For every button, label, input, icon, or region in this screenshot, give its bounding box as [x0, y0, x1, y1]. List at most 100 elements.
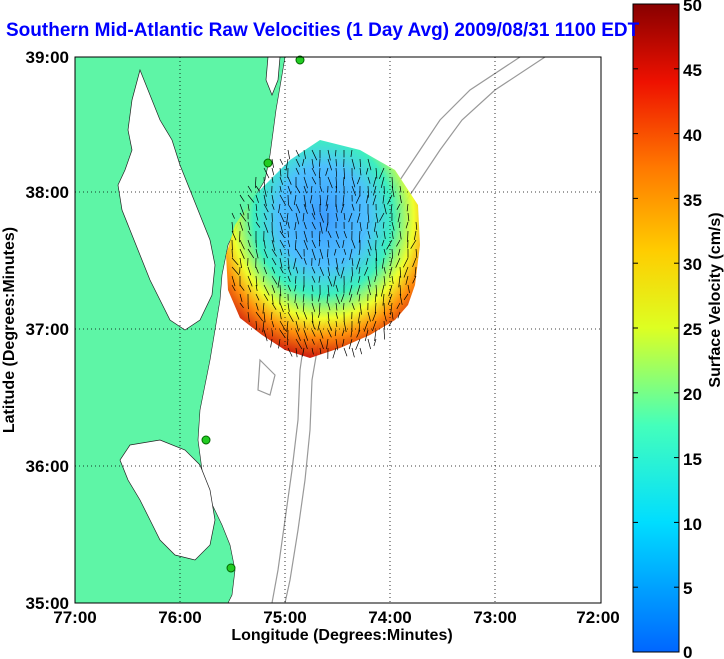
velocity-arrow — [375, 230, 378, 238]
velocity-arrow — [412, 275, 417, 284]
velocity-arrow — [335, 176, 338, 189]
velocity-arrow — [295, 149, 300, 157]
velocity-arrow — [349, 293, 353, 303]
velocity-arrow — [318, 230, 321, 242]
velocity-arrow — [231, 266, 240, 276]
velocity-arrow — [279, 194, 286, 206]
velocity-arrow — [303, 320, 306, 329]
velocity-arrow — [262, 275, 265, 283]
velocity-arrow — [318, 167, 321, 178]
velocity-arrow — [335, 185, 338, 193]
velocity-arrow — [303, 239, 309, 250]
velocity-arrow — [405, 275, 409, 285]
velocity-arrow — [367, 284, 371, 296]
velocity-arrow — [374, 329, 377, 342]
velocity-arrow — [278, 338, 281, 349]
radar-site-marker — [263, 158, 273, 168]
velocity-arrow — [254, 176, 257, 189]
velocity-arrow — [239, 194, 245, 202]
velocity-arrow — [231, 221, 234, 233]
velocity-arrow — [311, 167, 317, 176]
velocity-arrow — [356, 284, 361, 295]
velocity-arrow — [263, 203, 269, 213]
velocity-arrow — [263, 266, 268, 275]
velocity-arrow — [247, 311, 250, 323]
velocity-arrow — [239, 221, 244, 231]
velocity-arrow — [335, 302, 338, 311]
velocity-arrow — [231, 212, 235, 219]
velocity-arrow — [348, 284, 353, 296]
velocity-arrow — [414, 266, 417, 277]
velocity-arrow — [335, 311, 338, 319]
velocity-arrow — [293, 194, 297, 205]
velocity-arrow — [279, 239, 285, 248]
velocity-arrow — [374, 275, 377, 282]
velocity-arrow — [262, 320, 265, 333]
velocity-arrow — [413, 230, 417, 240]
velocity-arrow — [302, 347, 305, 357]
velocity-arrow — [387, 194, 393, 205]
velocity-arrow — [358, 248, 361, 256]
velocity-arrow — [295, 248, 303, 260]
colorbar-gradient — [632, 3, 680, 653]
velocity-arrow — [383, 329, 386, 340]
velocity-arrow — [303, 149, 306, 159]
velocity-arrow — [287, 185, 292, 195]
velocity-arrow — [247, 275, 253, 287]
velocity-arrow — [247, 203, 250, 211]
velocity-arrow — [335, 230, 339, 239]
velocity-arrow — [287, 230, 289, 238]
velocity-arrow — [327, 176, 333, 189]
velocity-arrow — [247, 239, 251, 248]
colorbar-tick-label: 20 — [683, 385, 702, 404]
velocity-arrow — [356, 176, 361, 185]
velocity-arrow — [271, 275, 278, 285]
velocity-arrow — [374, 302, 377, 314]
velocity-arrow — [279, 221, 284, 233]
velocity-arrow — [380, 176, 385, 188]
velocity-arrow — [351, 158, 356, 170]
velocity-arrow — [341, 329, 345, 337]
velocity-arrow — [383, 275, 386, 286]
velocity-arrow — [351, 257, 354, 266]
velocity-arrow — [263, 185, 267, 197]
velocity-arrow — [399, 284, 402, 296]
velocity-arrow — [382, 293, 385, 306]
y-tick-label: 35:00 — [26, 594, 69, 613]
velocity-arrow — [391, 275, 394, 284]
velocity-arrow — [271, 329, 273, 337]
velocity-arrow — [399, 185, 402, 193]
velocity-arrow — [279, 185, 282, 193]
velocity-arrow — [311, 302, 316, 312]
velocity-arrow — [239, 284, 245, 291]
velocity-arrow — [263, 176, 265, 187]
velocity-arrow — [295, 311, 300, 320]
velocity-arrow — [278, 203, 281, 214]
velocity-arrow — [391, 221, 395, 231]
velocity-arrow — [325, 194, 329, 207]
velocity-arrow — [373, 338, 377, 347]
velocity-arrow — [303, 311, 308, 320]
velocity-arrow — [366, 194, 369, 204]
velocity-arrow — [351, 176, 356, 188]
velocity-arrow — [367, 248, 371, 256]
velocity-arrow — [350, 149, 353, 157]
colorbar-tick-label: 5 — [683, 579, 692, 598]
velocity-arrow — [341, 257, 345, 264]
velocity-arrow — [390, 203, 393, 214]
velocity-arrow — [247, 194, 255, 203]
velocity-arrow — [263, 167, 270, 179]
velocity-arrow — [398, 275, 401, 288]
y-tick-label: 38:00 — [26, 183, 69, 202]
velocity-arrow — [271, 320, 275, 328]
velocity-arrow — [271, 167, 275, 176]
velocity-arrow — [255, 275, 258, 287]
velocity-arrow — [318, 239, 321, 247]
velocity-arrow — [247, 248, 255, 259]
velocity-arrow — [271, 230, 275, 243]
velocity-arrow — [270, 311, 273, 321]
velocity-arrow — [340, 266, 345, 279]
velocity-arrow — [399, 194, 402, 204]
velocity-arrow — [302, 302, 305, 312]
velocity-arrow — [378, 167, 385, 179]
